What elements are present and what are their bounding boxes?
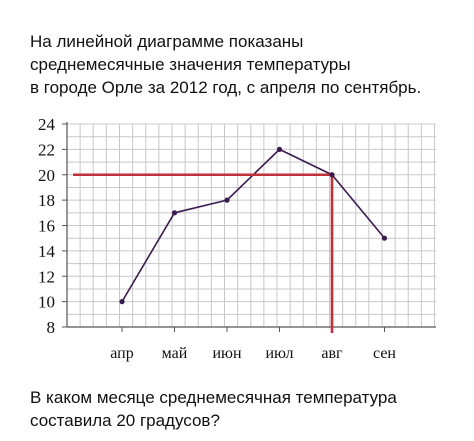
y-tick-label: 16 [38, 217, 55, 236]
highlight-lines [73, 173, 334, 333]
y-tick-label: 8 [47, 318, 56, 337]
question-ask-line: В каком месяце среднемесячная температур… [30, 388, 397, 407]
data-point [329, 172, 335, 178]
question-ask: В каком месяце среднемесячная температур… [30, 386, 460, 432]
y-tick-label: 24 [38, 115, 56, 134]
y-tick-label: 20 [38, 166, 55, 185]
data-point [224, 197, 230, 203]
data-point [171, 210, 178, 216]
question-ask-line: составила 20 градусов? [30, 411, 220, 430]
data-point [119, 299, 125, 305]
y-tick-label: 14 [38, 242, 56, 261]
data-points [119, 146, 388, 305]
data-point [276, 146, 283, 152]
y-tick-labels: 8 10 12 14 16 18 20 22 24 [38, 115, 56, 337]
grid [66, 123, 436, 328]
y-tick-label: 18 [38, 191, 55, 210]
y-tick-label: 12 [38, 267, 55, 286]
x-tick-label: сен [373, 345, 396, 362]
x-tick-label: май [162, 345, 188, 362]
question-intro-line: На линейной диаграмме показаны [30, 32, 304, 51]
x-tick-labels: апр май июн июл авг сен [110, 345, 396, 362]
data-point [381, 235, 388, 241]
x-tick-label: июл [265, 345, 293, 362]
axes [62, 122, 436, 332]
question-intro-line: в городе Орле за 2012 год, с апреля по с… [30, 78, 422, 97]
question-intro-line: среднемесячные значения температуры [30, 55, 351, 74]
line-chart: 8 10 12 14 16 18 20 22 24 апр май июн июл авг сен [38, 115, 436, 362]
x-tick-label: апр [110, 345, 133, 362]
question-intro: На линейной диаграмме показаны среднемес… [30, 30, 460, 99]
y-tick-label: 22 [38, 140, 55, 159]
y-tick-label: 10 [38, 293, 55, 312]
x-tick-label: авг [321, 345, 343, 362]
x-tick-label: июн [212, 345, 242, 362]
